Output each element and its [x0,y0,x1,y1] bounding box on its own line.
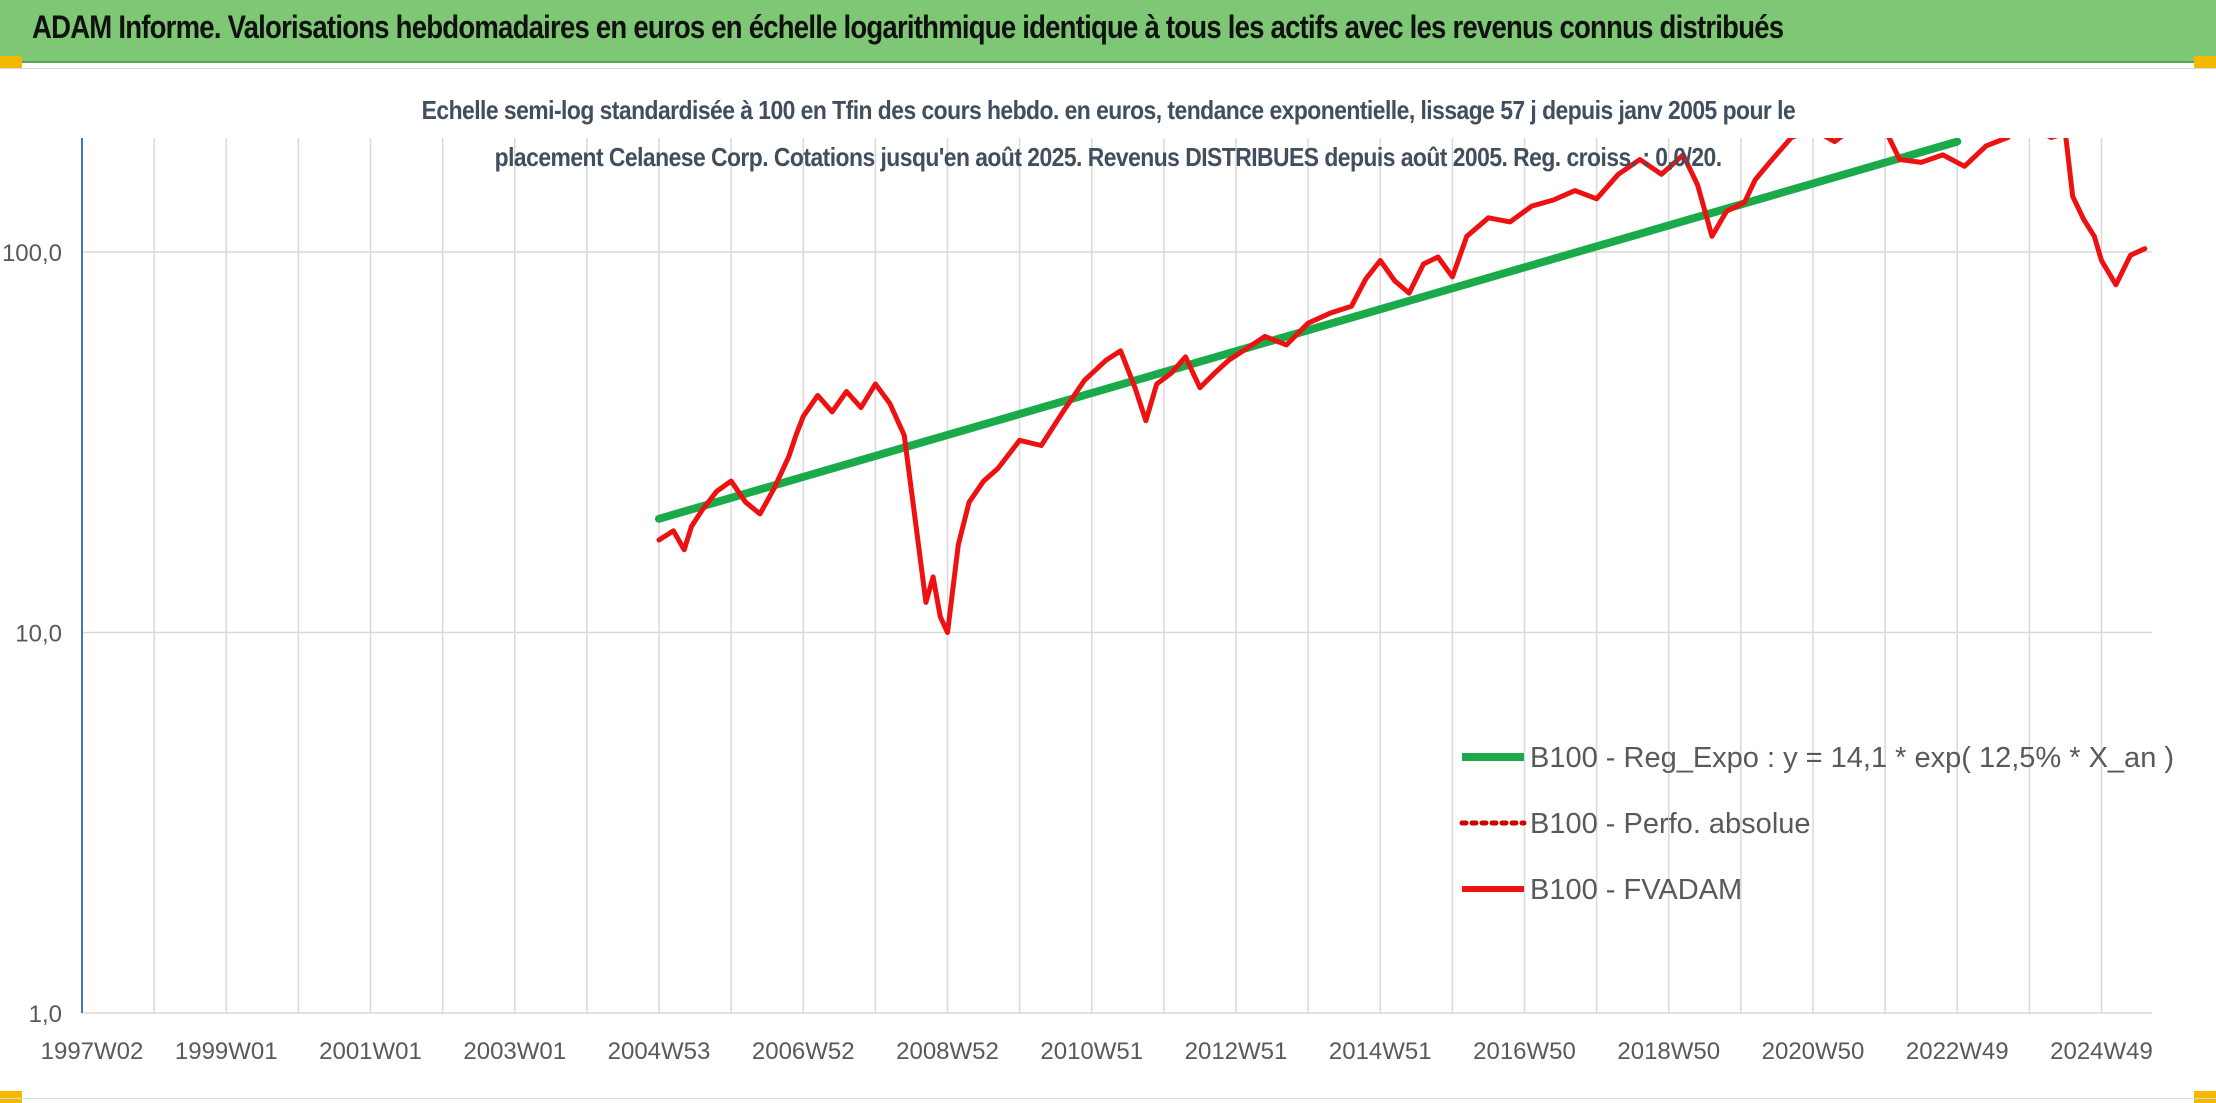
series-line-2 [656,138,2148,635]
legend: B100 - Reg_Expo : y = 14,1 * exp( 12,5% … [1459,742,2174,906]
x-tick-label: 1999W01 [175,1038,278,1065]
x-tick-label: 2003W01 [463,1038,566,1065]
corner-mark-bottom-left [0,1091,22,1103]
corner-mark-left [0,56,22,68]
axis-layer: 1,0 10,0 100,0 1997W02 1999W01 2001W01 2003W01… [2,138,2153,1065]
x-tick-label: 2001W01 [319,1038,422,1065]
x-tick-label: 2014W51 [1329,1038,1432,1065]
frame-top-line [0,68,2216,69]
chart-subtitle-line-1-text: Echelle semi-log standardisée à 100 en T… [421,95,1795,125]
series-layer [655,138,2148,635]
report-title: ADAM Informe. Valorisations hebdomadaire… [32,9,1784,45]
x-tick-label: 2018W50 [1617,1038,1720,1065]
x-tick-label: 2020W50 [1762,1038,1865,1065]
legend-label-1: B100 - Perfo. absolue [1530,808,1811,840]
x-tick-label: 1997W02 [41,1038,144,1065]
chart-subtitle-line-2: placement Celanese Corp. Cotations jusqu… [0,142,2216,173]
x-tick-label: 2004W53 [608,1038,711,1065]
corner-mark-bottom-right [2194,1091,2216,1103]
grid-layer [82,138,2152,1014]
y-tick-label: 10,0 [15,621,62,648]
x-tick-label: 2024W49 [2050,1038,2153,1065]
x-tick-label: 2012W51 [1185,1038,1288,1065]
x-tick-label: 2006W52 [752,1038,855,1065]
y-tick-label: 1,0 [29,1001,62,1028]
x-tick-label: 2022W49 [1906,1038,2009,1065]
corner-mark-right [2194,56,2216,68]
x-tick-label: 2016W50 [1473,1038,1576,1065]
legend-label-0: B100 - Reg_Expo : y = 14,1 * exp( 12,5% … [1530,742,2174,774]
x-tick-label: 2008W52 [896,1038,999,1065]
x-tick-label: 2010W51 [1040,1038,1143,1065]
y-tick-label: 100,0 [2,240,62,267]
header-bar: ADAM Informe. Valorisations hebdomadaire… [0,0,2216,63]
frame-bottom-line [0,1098,2216,1099]
chart-subtitle-line-2-text: placement Celanese Corp. Cotations jusqu… [494,142,1722,172]
legend-label-2: B100 - FVADAM [1530,874,1742,906]
chart-subtitle-line-1: Echelle semi-log standardisée à 100 en T… [0,95,2216,126]
